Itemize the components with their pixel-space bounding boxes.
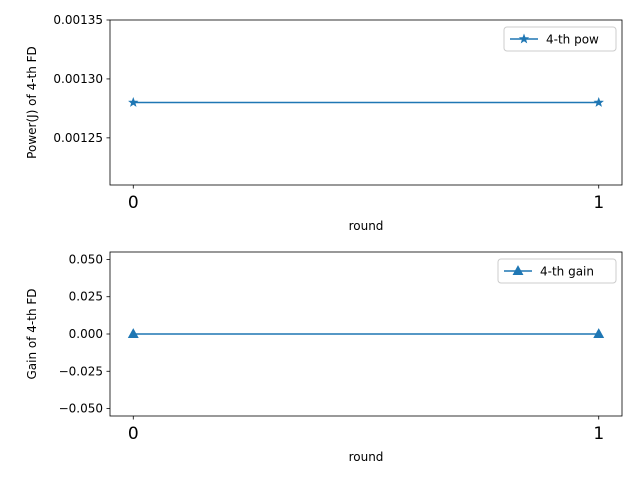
y-tick-label: 0.025 [69,290,103,304]
legend-label: 4-th pow [546,33,599,47]
legend-box [497,258,617,284]
x-axis-label: round [349,450,384,464]
legend-label: 4-th gain [540,265,594,279]
data-point [128,97,139,107]
axes-frame [109,19,623,186]
x-tick-label: 1 [593,193,604,213]
legend-marker [512,265,524,276]
legend-box [503,26,617,52]
x-axis-label: round [349,219,384,233]
data-point [593,97,604,107]
legend-marker [518,33,530,44]
x-tick-label: 0 [128,193,139,213]
y-tick-label: −0.050 [59,402,103,416]
y-axis-label: Gain of 4-th FD [25,288,39,379]
y-tick-label: 0.00135 [53,13,103,27]
y-tick-label: 0.00130 [53,72,103,86]
x-tick-label: 0 [128,424,139,444]
chart-2: 0.050 0.025 0.000 −0.025 −0.050 0 1 round Gain o… [25,251,623,464]
y-axis-label: Power(J) of 4-th FD [25,46,39,159]
y-tick-label: −0.025 [59,364,103,378]
y-tick-label: 0.00125 [53,131,103,145]
y-tick-label: 0.050 [69,252,103,266]
data-point [127,328,139,339]
x-tick-label: 1 [593,424,604,444]
chart-1: 0.00125 0.00130 0.00135 0 1 round Power(J) of … [25,13,623,233]
data-point [593,328,605,339]
y-tick-label: 0.000 [69,327,103,341]
